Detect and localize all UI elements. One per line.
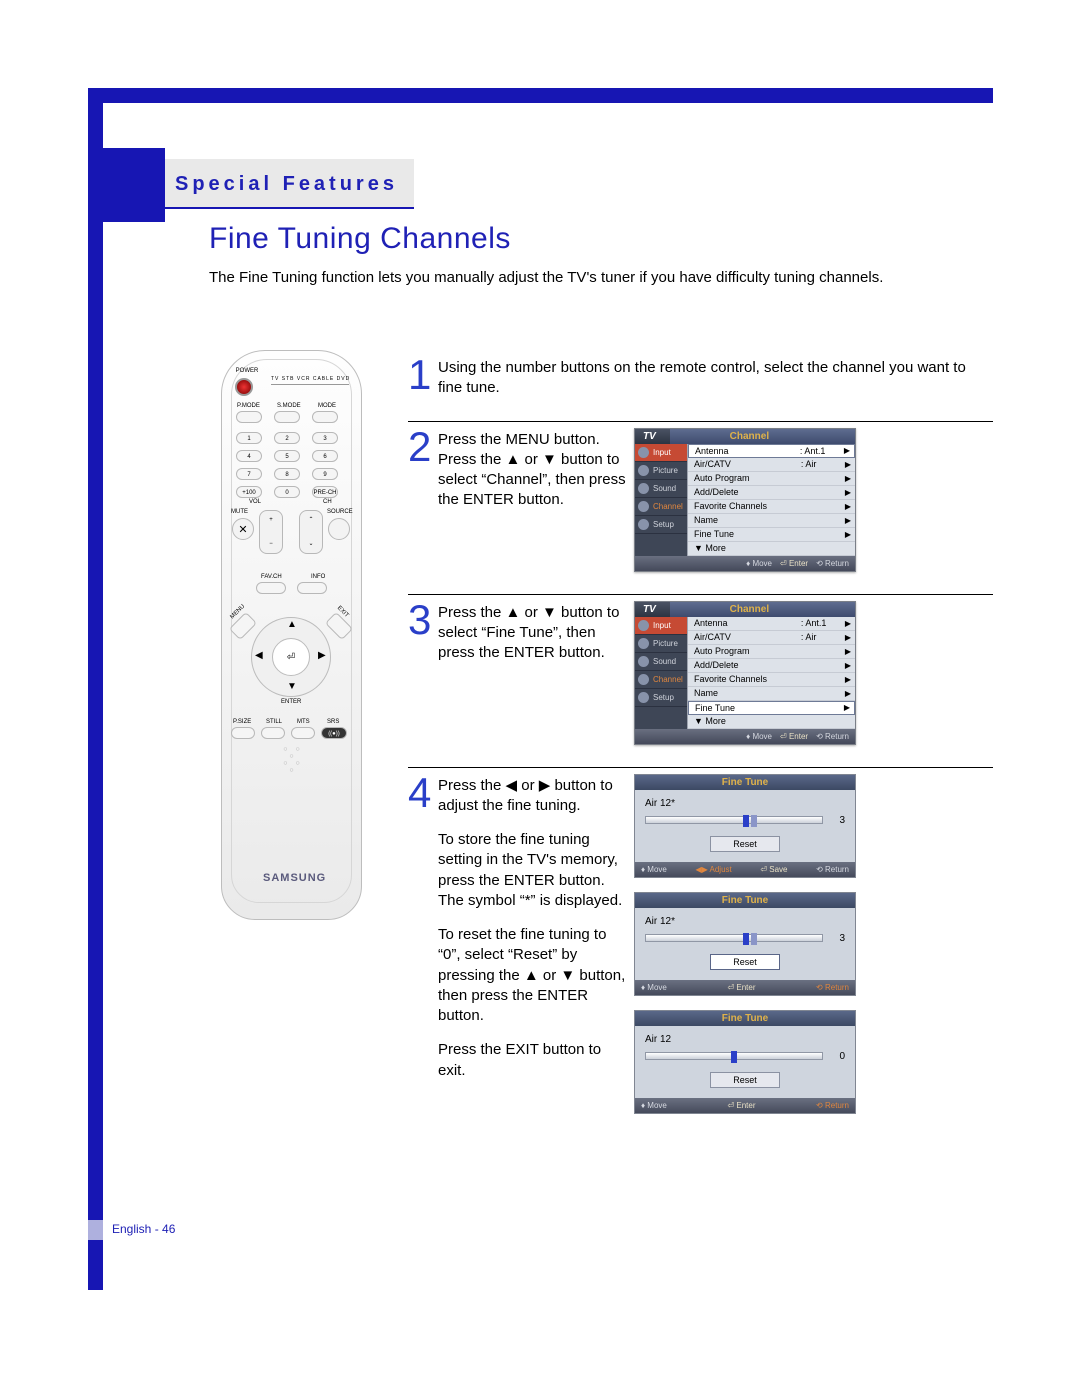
device-row: TV STB VCR CABLE DVD (271, 376, 351, 382)
step-4: 4 Press the ◀ or ▶ button to adjust the … (408, 767, 993, 1118)
brand-logo: SAMSUNG (263, 872, 326, 884)
osd-channel-menu: TVChannel InputPictureSoundChannelSetupA… (634, 601, 856, 745)
power-label: POWER (233, 368, 261, 374)
page-footer: English - 46 (112, 1222, 175, 1236)
step-1: 1 Using the number buttons on the remote… (408, 350, 993, 421)
power-button (235, 378, 253, 396)
mute-button: ✕ (232, 518, 254, 540)
page-border-top (88, 88, 993, 103)
num-6: 6 (312, 450, 338, 462)
num-PRE-CH: PRE-CH (312, 486, 338, 498)
page-border-left (88, 88, 103, 1290)
osd-fine-tune: Fine Tune Air 12* 3 Reset ♦ Move⏎ Enter⟲… (634, 892, 856, 996)
source-button (328, 518, 350, 540)
ch-rocker: ⌃⌄ (299, 510, 323, 554)
remote-illustration: POWER TV STB VCR CABLE DVD P.MODE S.MODE… (209, 350, 374, 920)
section-band (103, 148, 165, 222)
page-title: Fine Tuning Channels (209, 222, 511, 256)
step-3: 3 Press the ▲ or ▼ button to select “Fin… (408, 594, 993, 767)
num-9: 9 (312, 468, 338, 480)
osd-channel-menu: TVChannel InputPictureSoundChannelSetupA… (634, 428, 856, 572)
num-+100: +100 (236, 486, 262, 498)
num-0: 0 (274, 486, 300, 498)
dpad: ▲ ▼ ◀ ▶ ⏎ (251, 617, 331, 697)
enter-button: ⏎ (272, 638, 310, 676)
num-4: 4 (236, 450, 262, 462)
steps-list: 1 Using the number buttons on the remote… (408, 350, 993, 1118)
step-2: 2 Press the MENU button.Press the ▲ or ▼… (408, 421, 993, 594)
num-7: 7 (236, 468, 262, 480)
num-3: 3 (312, 432, 338, 444)
num-5: 5 (274, 450, 300, 462)
num-1: 1 (236, 432, 262, 444)
osd-fine-tune: Fine Tune Air 12 0 Reset ♦ Move⏎ Enter⟲ … (634, 1010, 856, 1114)
vol-rocker: +− (259, 510, 283, 554)
section-title: Special Features (165, 159, 414, 209)
intro-text: The Fine Tuning function lets you manual… (209, 268, 909, 288)
osd-fine-tune: Fine Tune Air 12* 3 Reset ♦ Move◀▶ Adjus… (634, 774, 856, 878)
num-8: 8 (274, 468, 300, 480)
num-2: 2 (274, 432, 300, 444)
